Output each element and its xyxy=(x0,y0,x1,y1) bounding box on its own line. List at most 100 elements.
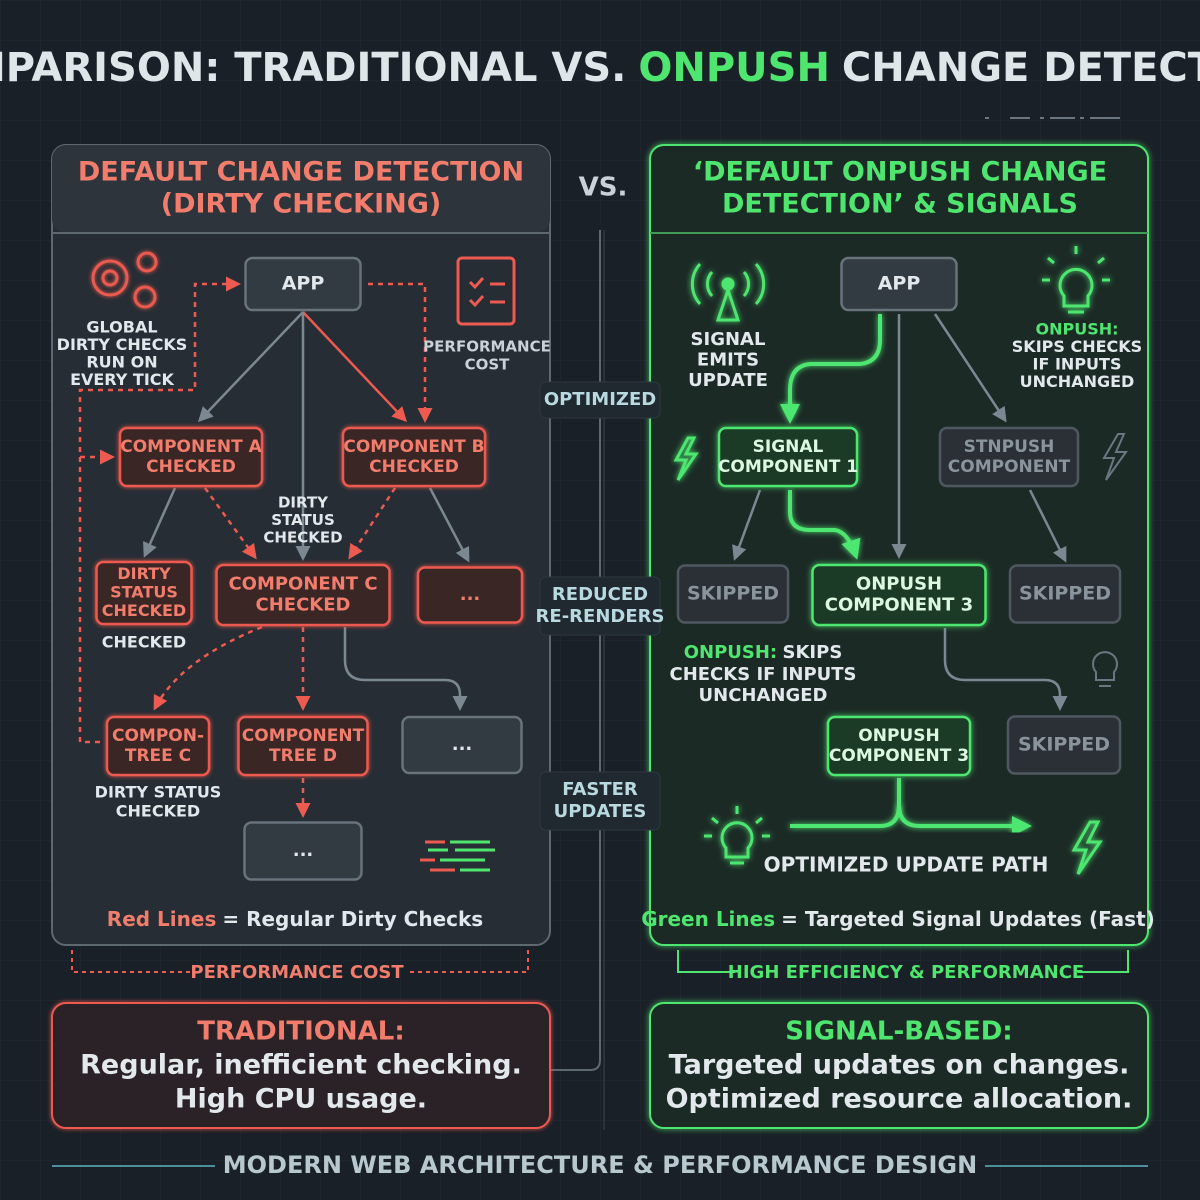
node-label: ... xyxy=(293,840,314,861)
arrow xyxy=(732,489,762,561)
middle-label: OPTIMIZED xyxy=(544,389,656,410)
node-box xyxy=(938,426,1080,488)
gear xyxy=(91,259,129,297)
arrow xyxy=(788,490,861,560)
note: DIRTY CHECKS xyxy=(57,335,188,354)
node-label: COMPONENT 1 xyxy=(718,457,858,477)
node-box xyxy=(105,715,211,777)
node-box xyxy=(676,564,790,624)
legend-part: Red Lines xyxy=(107,907,217,931)
middle-label: FASTER xyxy=(562,779,638,800)
arrow xyxy=(153,625,263,711)
node-label: ONPUSH xyxy=(858,726,939,746)
middle-label: REDUCED xyxy=(552,584,648,605)
title-part: COMPARISON: TRADITIONAL VS. xyxy=(0,45,626,91)
bulb-icon-dim xyxy=(1092,651,1118,687)
node-label: CHECKED xyxy=(256,594,351,615)
node-box xyxy=(401,715,523,775)
node-box xyxy=(826,715,972,777)
node-box xyxy=(243,821,363,881)
summary-line: High CPU usage. xyxy=(175,1084,427,1115)
note: UNCHANGED xyxy=(1020,372,1135,391)
title: COMPARISON: TRADITIONAL VS. ONPUSH CHANGE … xyxy=(0,45,1200,91)
note: DIRTY STATUS xyxy=(95,783,222,802)
note: CHECKS IF INPUTS xyxy=(669,664,856,685)
middle-label-box xyxy=(539,576,661,636)
footer: HIGH EFFICIENCY & PERFORMANCE xyxy=(728,962,1084,983)
summary-line: Targeted updates on changes. xyxy=(669,1050,1130,1081)
legend-part: = Regular Dirty Checks xyxy=(222,907,483,931)
left-summary-box xyxy=(51,1002,551,1129)
right-heading: ‘DEFAULT ONPUSH CHANGE xyxy=(693,157,1107,188)
node-label: COMPONENT B xyxy=(343,437,484,457)
left-panel-header xyxy=(52,145,550,233)
node-box xyxy=(1008,564,1122,624)
clipboard-icon xyxy=(456,256,516,326)
checklist xyxy=(468,277,505,308)
left-heading: DEFAULT CHANGE DETECTION xyxy=(78,157,524,188)
arrow xyxy=(348,487,397,560)
right-heading: DETECTION’ & SIGNALS xyxy=(722,189,1078,220)
node-label: SKIPPED xyxy=(1018,734,1110,756)
antenna xyxy=(690,263,766,322)
node-label: STNPUSH xyxy=(964,437,1055,457)
note: CHECKED xyxy=(263,529,342,547)
node-box xyxy=(811,563,987,627)
node-label: APP xyxy=(878,273,921,295)
node-label: SIGNAL xyxy=(753,437,824,457)
note: GLOBAL xyxy=(86,318,157,337)
middle-connector xyxy=(550,230,601,1071)
node-box xyxy=(118,426,264,488)
note: EMITS xyxy=(697,350,759,371)
node-label: COMPONENT xyxy=(948,457,1071,477)
right-summary-box xyxy=(649,1002,1149,1129)
middle-label-box xyxy=(539,381,661,419)
node-label: SKIPPED xyxy=(1019,583,1111,605)
note: ONPUSH: SKIPS xyxy=(684,642,843,663)
node-box xyxy=(341,426,487,488)
bulb-icon-bottom xyxy=(704,806,770,865)
node-label: CHECKED xyxy=(102,601,186,620)
bulb-rays xyxy=(1042,246,1110,282)
summary-title: TRADITIONAL: xyxy=(197,1017,405,1047)
node-box xyxy=(416,566,524,624)
middle-label: RE-RENDERS xyxy=(536,606,665,627)
node-label: COMPONENT 3 xyxy=(825,594,973,615)
node-box xyxy=(717,426,859,488)
arrow xyxy=(1028,489,1067,563)
node-box xyxy=(95,560,193,626)
legend-part: = Targeted Signal Updates (Fast) xyxy=(781,907,1155,931)
legend: Red Lines = Regular Dirty Checks xyxy=(107,907,483,931)
note: IF INPUTS xyxy=(1033,355,1122,374)
note: OPTIMIZED UPDATE PATH xyxy=(764,853,1049,877)
gear-hub xyxy=(101,269,119,287)
title-part: CHANGE DETECTION xyxy=(842,45,1200,91)
gear-small xyxy=(136,251,158,273)
bulb xyxy=(720,821,754,865)
lightning-icon xyxy=(1071,820,1103,875)
note: DIRTY xyxy=(278,494,329,512)
left-heading: (DIRTY CHECKING) xyxy=(161,189,441,220)
antenna-icon xyxy=(690,263,766,322)
note: UNCHANGED xyxy=(699,685,828,706)
note: SKIPS CHECKS xyxy=(1012,337,1142,356)
note: COST xyxy=(465,356,511,374)
vs-label: VS. xyxy=(579,173,628,203)
code-lines xyxy=(428,840,495,872)
bulb xyxy=(1058,267,1094,314)
note: UPDATE xyxy=(688,370,768,391)
node-label: CHECKED xyxy=(146,457,236,477)
arrow xyxy=(897,804,1032,836)
note: RUN ON xyxy=(86,353,157,372)
note-part: ONPUSH: xyxy=(684,642,777,663)
node-label: COMPONENT xyxy=(242,726,365,746)
node-label: CHECKED xyxy=(369,457,459,477)
node-label: COMPONENT 3 xyxy=(829,746,969,766)
title-highlight: ONPUSH xyxy=(638,45,830,91)
note: SIGNAL xyxy=(691,329,766,350)
note: EVERY TICK xyxy=(70,370,174,389)
summary-line: Regular, inefficient checking. xyxy=(80,1050,522,1081)
